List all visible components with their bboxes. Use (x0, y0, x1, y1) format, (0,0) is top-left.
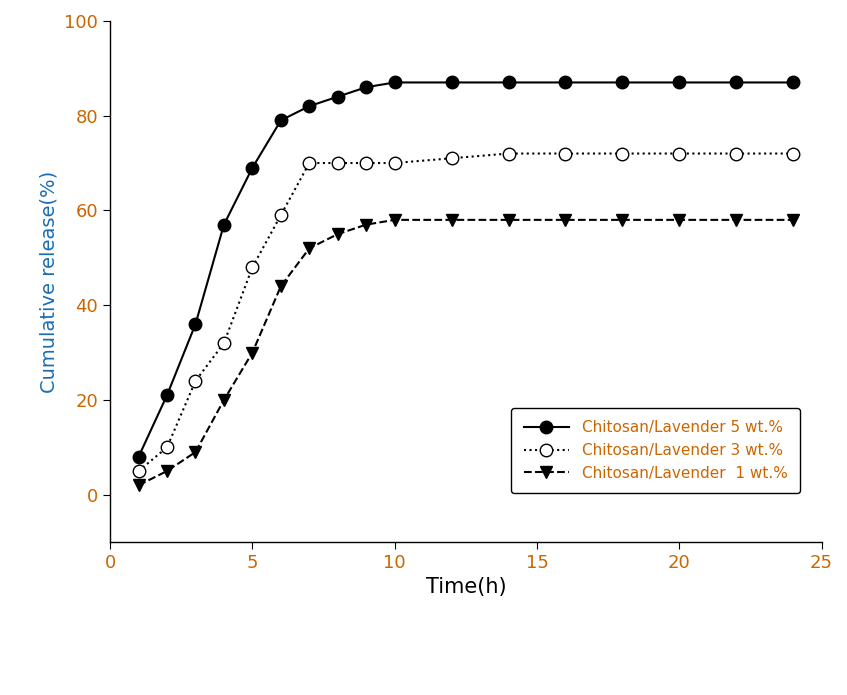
Chitosan/Lavender 5 wt.% (788, 79, 798, 87)
Chitosan/Lavender 3 wt.% (134, 467, 144, 475)
Chitosan/Lavender 5 wt.% (561, 79, 571, 87)
Chitosan/Lavender 5 wt.% (674, 79, 684, 87)
Chitosan/Lavender 3 wt.% (731, 149, 741, 158)
Line: Chitosan/Lavender 5 wt.%: Chitosan/Lavender 5 wt.% (132, 76, 800, 463)
Chitosan/Lavender  1 wt.% (247, 348, 257, 357)
Chitosan/Lavender 3 wt.% (191, 377, 201, 385)
Chitosan/Lavender 3 wt.% (219, 339, 229, 348)
Chitosan/Lavender  1 wt.% (561, 215, 571, 224)
Chitosan/Lavender 5 wt.% (219, 220, 229, 229)
Chitosan/Lavender  1 wt.% (219, 395, 229, 404)
Chitosan/Lavender 3 wt.% (674, 149, 684, 158)
Line: Chitosan/Lavender 3 wt.%: Chitosan/Lavender 3 wt.% (132, 147, 800, 477)
Chitosan/Lavender 3 wt.% (361, 159, 371, 167)
Chitosan/Lavender 5 wt.% (390, 79, 400, 87)
Chitosan/Lavender  1 wt.% (446, 215, 457, 224)
Chitosan/Lavender 5 wt.% (247, 163, 257, 172)
Chitosan/Lavender 3 wt.% (247, 263, 257, 272)
Chitosan/Lavender  1 wt.% (788, 215, 798, 224)
Chitosan/Lavender 5 wt.% (276, 116, 286, 124)
Chitosan/Lavender 3 wt.% (561, 149, 571, 158)
Chitosan/Lavender 3 wt.% (503, 149, 513, 158)
Chitosan/Lavender 3 wt.% (162, 443, 172, 452)
Chitosan/Lavender 5 wt.% (503, 79, 513, 87)
Chitosan/Lavender 5 wt.% (446, 79, 457, 87)
Chitosan/Lavender 5 wt.% (617, 79, 628, 87)
Chitosan/Lavender  1 wt.% (731, 215, 741, 224)
Chitosan/Lavender 5 wt.% (731, 79, 741, 87)
Chitosan/Lavender  1 wt.% (361, 220, 371, 229)
Chitosan/Lavender  1 wt.% (333, 230, 343, 238)
Chitosan/Lavender 3 wt.% (304, 159, 314, 167)
Chitosan/Lavender  1 wt.% (191, 448, 201, 456)
Chitosan/Lavender 3 wt.% (333, 159, 343, 167)
Chitosan/Lavender 5 wt.% (304, 102, 314, 111)
Chitosan/Lavender 5 wt.% (134, 452, 144, 461)
Chitosan/Lavender  1 wt.% (617, 215, 628, 224)
Chitosan/Lavender 3 wt.% (390, 159, 400, 167)
Chitosan/Lavender  1 wt.% (162, 467, 172, 475)
Chitosan/Lavender  1 wt.% (304, 244, 314, 252)
Y-axis label: Cumulative release(%): Cumulative release(%) (40, 170, 59, 393)
Chitosan/Lavender 5 wt.% (162, 391, 172, 400)
Line: Chitosan/Lavender  1 wt.%: Chitosan/Lavender 1 wt.% (132, 213, 800, 491)
Chitosan/Lavender  1 wt.% (674, 215, 684, 224)
Chitosan/Lavender 3 wt.% (788, 149, 798, 158)
Chitosan/Lavender  1 wt.% (276, 282, 286, 291)
Chitosan/Lavender  1 wt.% (503, 215, 513, 224)
X-axis label: Time(h): Time(h) (425, 578, 507, 598)
Chitosan/Lavender 3 wt.% (446, 154, 457, 163)
Chitosan/Lavender 5 wt.% (361, 83, 371, 91)
Chitosan/Lavender 3 wt.% (276, 211, 286, 220)
Legend: Chitosan/Lavender 5 wt.%, Chitosan/Lavender 3 wt.%, Chitosan/Lavender  1 wt.%: Chitosan/Lavender 5 wt.%, Chitosan/Laven… (512, 408, 800, 493)
Chitosan/Lavender 5 wt.% (333, 92, 343, 101)
Chitosan/Lavender 5 wt.% (191, 320, 201, 328)
Chitosan/Lavender  1 wt.% (134, 481, 144, 489)
Chitosan/Lavender 3 wt.% (617, 149, 628, 158)
Chitosan/Lavender  1 wt.% (390, 215, 400, 224)
